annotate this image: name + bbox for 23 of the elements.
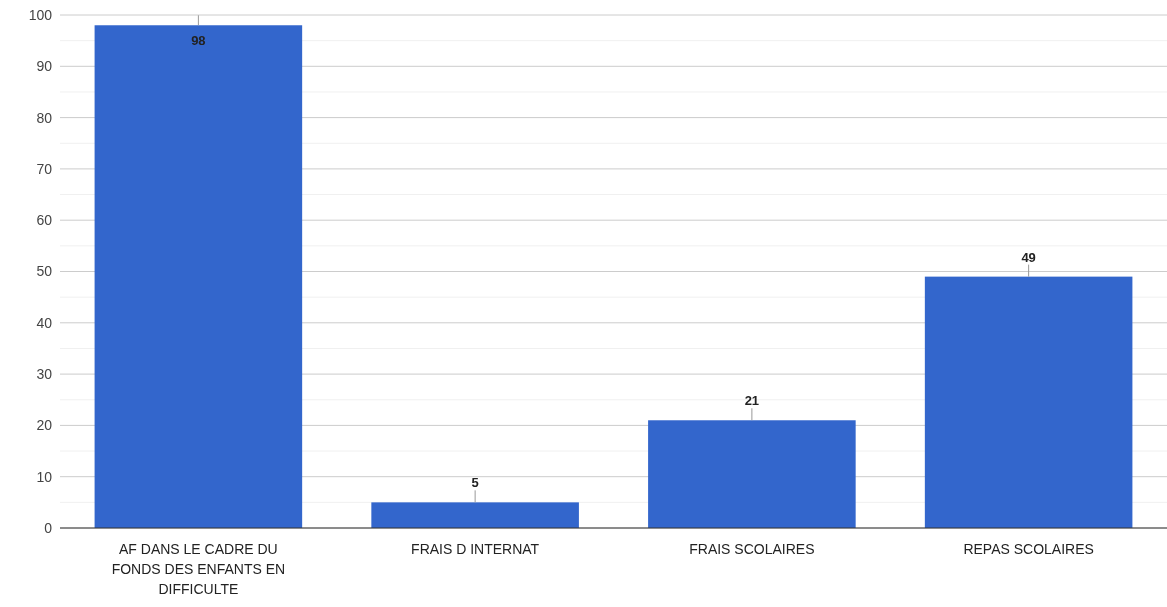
y-tick-label: 80: [36, 109, 53, 126]
y-tick-label: 10: [36, 468, 53, 485]
bar: [924, 276, 1133, 528]
y-tick-label: 70: [36, 160, 53, 177]
x-tick-label: FRAIS D INTERNAT: [411, 541, 540, 557]
y-tick-label: 100: [28, 6, 53, 23]
bar: [648, 420, 856, 528]
x-tick-label: AF DANS LE CADRE DU FONDS DES ENFANTS EN DIFFICULTE: [111, 541, 286, 597]
data-label: 21: [744, 393, 760, 409]
y-tick-label: 30: [36, 366, 53, 382]
data-label: 49: [1021, 249, 1036, 265]
y-tick-label: 90: [36, 58, 53, 75]
y-tick-label: 40: [36, 314, 53, 331]
y-tick-label: 20: [36, 417, 53, 434]
x-tick-label: FRAIS SCOLAIRES: [689, 541, 815, 557]
data-label: 5: [471, 475, 479, 491]
x-tick-label: REPAS SCOLAIRES: [963, 541, 1094, 557]
y-tick-label: 60: [36, 212, 53, 229]
y-tick-label: 50: [36, 263, 53, 280]
bar: [94, 25, 303, 528]
y-tick-label: 0: [44, 519, 53, 536]
data-label: 98: [191, 33, 206, 49]
bar: [371, 502, 579, 528]
